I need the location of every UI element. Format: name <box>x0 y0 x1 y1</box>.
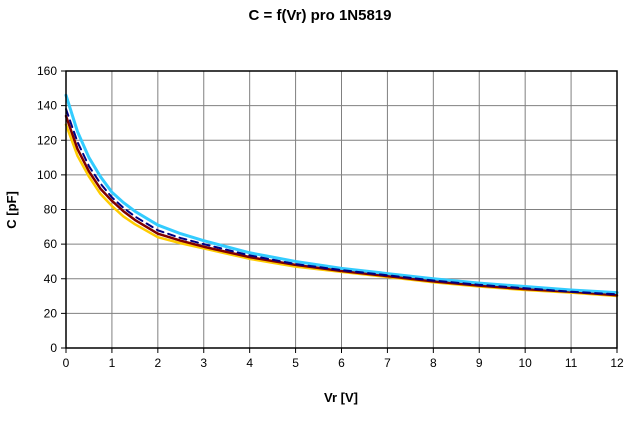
x-tick-label: 11 <box>565 356 578 370</box>
x-tick-label: 2 <box>154 356 161 370</box>
x-tick-label: 8 <box>430 356 437 370</box>
y-tick-label: 80 <box>44 203 58 217</box>
x-tick-label: 7 <box>384 356 391 370</box>
y-tick-label: 160 <box>37 64 57 78</box>
y-tick-label: 0 <box>50 341 57 355</box>
x-tick-label: 5 <box>292 356 299 370</box>
x-tick-label: 9 <box>476 356 483 370</box>
x-tick-label: 6 <box>338 356 345 370</box>
x-tick-label: 1 <box>109 356 116 370</box>
x-tick-label: 3 <box>200 356 207 370</box>
y-tick-label: 40 <box>44 272 58 286</box>
x-tick-label: 10 <box>518 356 532 370</box>
curve-navy-dashed <box>65 108 618 296</box>
curve-cyan <box>64 93 619 295</box>
y-tick-label: 140 <box>37 99 57 113</box>
chart-title: C = f(Vr) pro 1N5819 <box>249 7 392 24</box>
x-tick-label: 4 <box>246 356 253 370</box>
y-tick-label: 60 <box>44 237 58 251</box>
y-tick-label: 120 <box>37 133 57 147</box>
data-series <box>64 93 619 298</box>
y-tick-label: 20 <box>44 306 58 320</box>
x-tick-label: 12 <box>610 356 624 370</box>
x-axis-label: Vr [V] <box>324 390 358 405</box>
y-tick-label: 100 <box>37 168 57 182</box>
y-axis-label: C [pF] <box>4 191 19 229</box>
x-tick-label: 0 <box>63 356 70 370</box>
gridlines <box>66 71 617 348</box>
